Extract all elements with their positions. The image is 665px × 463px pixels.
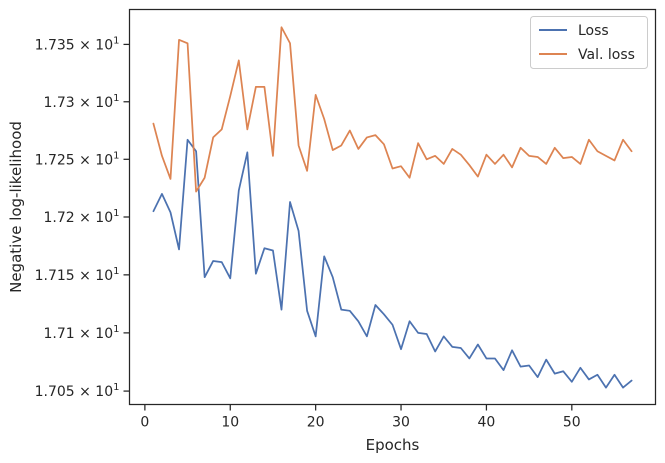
x-axis-title: Epochs xyxy=(366,436,420,454)
y-axis-title: Negative log-likelihood xyxy=(7,121,25,293)
legend: Loss Val. loss xyxy=(530,16,648,69)
x-tick-label: 0 xyxy=(140,415,149,431)
x-tick-label: 50 xyxy=(563,415,581,431)
y-tick-label: 1.735 × 101 xyxy=(35,35,120,53)
y-tick-label: 1.71 × 101 xyxy=(44,324,120,342)
legend-label-val-loss: Val. loss xyxy=(578,47,635,63)
series-line-val-loss xyxy=(152,26,633,193)
x-tick-label: 40 xyxy=(478,415,496,431)
x-axis-ticks: 0 10 20 30 40 50 xyxy=(140,404,581,431)
legend-label-loss: Loss xyxy=(578,23,609,39)
y-tick-label: 1.705 × 101 xyxy=(35,382,120,400)
y-tick-label: 1.725 × 101 xyxy=(35,150,120,168)
plot-frame xyxy=(128,8,657,406)
series-layer xyxy=(152,26,633,389)
x-tick-label: 30 xyxy=(392,415,410,431)
x-tick-label: 10 xyxy=(221,415,239,431)
plot-area xyxy=(129,9,656,405)
y-tick-label: 1.73 × 101 xyxy=(44,93,120,111)
y-tick-label: 1.72 × 101 xyxy=(44,208,120,226)
y-axis-ticks: 1.705 × 101 1.71 × 101 1.715 × 101 1.72 × 1… xyxy=(35,35,130,400)
x-tick-label: 20 xyxy=(307,415,325,431)
series-line-loss xyxy=(152,138,633,389)
y-tick-label: 1.715 × 101 xyxy=(35,266,120,284)
